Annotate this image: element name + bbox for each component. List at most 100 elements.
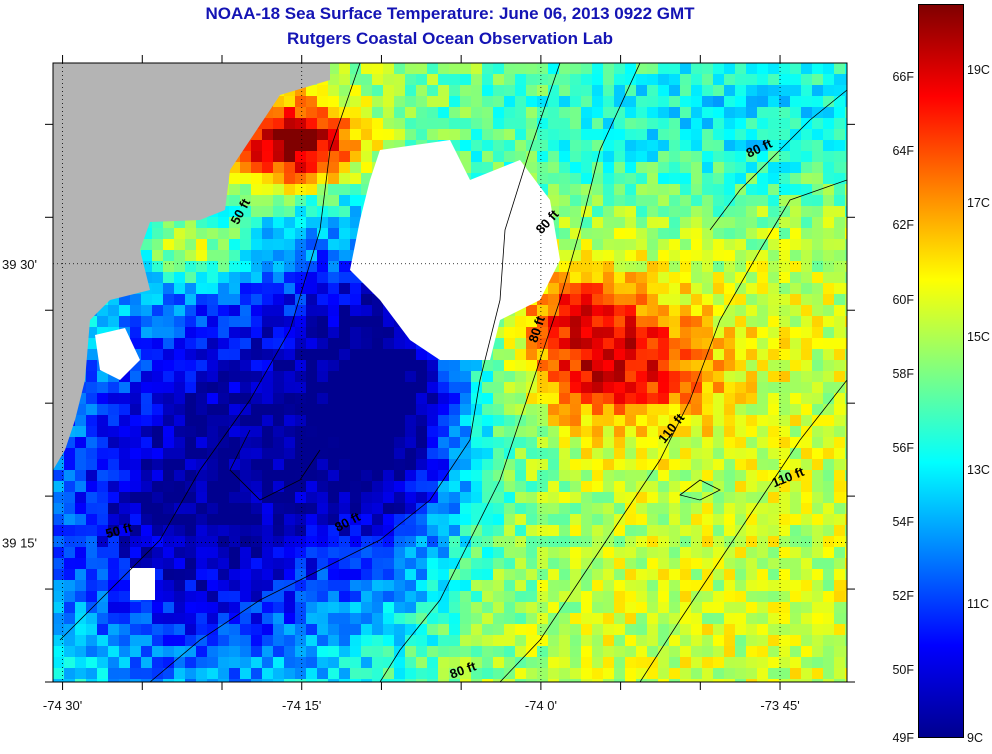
sst-pixel	[779, 294, 791, 306]
sst-pixel	[108, 459, 120, 471]
sst-pixel	[702, 448, 714, 460]
sst-pixel	[284, 151, 296, 163]
sst-pixel	[647, 371, 659, 383]
sst-pixel	[416, 569, 428, 581]
sst-pixel	[570, 283, 582, 295]
sst-pixel	[636, 613, 648, 625]
sst-pixel	[614, 206, 626, 218]
sst-pixel	[218, 547, 230, 559]
sst-pixel	[284, 503, 296, 515]
sst-pixel	[482, 525, 494, 537]
sst-pixel	[559, 305, 571, 317]
sst-pixel	[141, 415, 153, 427]
sst-pixel	[339, 305, 351, 317]
sst-pixel	[273, 591, 285, 603]
sst-pixel	[625, 514, 637, 526]
sst-pixel	[812, 679, 824, 682]
sst-pixel	[625, 503, 637, 515]
sst-pixel	[493, 481, 505, 493]
sst-pixel	[834, 118, 846, 130]
sst-pixel	[306, 602, 318, 614]
sst-pixel	[834, 382, 846, 394]
sst-pixel	[394, 624, 406, 636]
sst-pixel	[339, 525, 351, 537]
sst-pixel	[548, 327, 560, 339]
sst-pixel	[691, 327, 703, 339]
sst-pixel	[691, 624, 703, 636]
sst-pixel	[460, 525, 472, 537]
sst-pixel	[592, 118, 604, 130]
sst-pixel	[350, 426, 362, 438]
sst-pixel	[350, 481, 362, 493]
sst-pixel	[229, 679, 241, 682]
sst-pixel	[262, 569, 274, 581]
sst-pixel	[350, 316, 362, 328]
sst-pixel	[680, 591, 692, 603]
sst-pixel	[493, 360, 505, 372]
sst-pixel	[735, 668, 747, 680]
sst-pixel	[823, 591, 835, 603]
sst-pixel	[207, 415, 219, 427]
sst-pixel	[779, 624, 791, 636]
sst-pixel	[482, 514, 494, 526]
sst-pixel	[801, 184, 813, 196]
sst-pixel	[163, 448, 175, 460]
sst-pixel	[262, 624, 274, 636]
depth-contour	[679, 479, 721, 501]
sst-pixel	[603, 459, 615, 471]
sst-pixel	[152, 294, 164, 306]
sst-pixel	[438, 481, 450, 493]
sst-pixel	[603, 228, 615, 240]
sst-pixel	[471, 162, 483, 174]
sst-pixel	[460, 657, 472, 669]
sst-pixel	[757, 151, 769, 163]
sst-pixel	[482, 569, 494, 581]
sst-pixel	[669, 162, 681, 174]
sst-pixel	[262, 184, 274, 196]
sst-pixel	[669, 426, 681, 438]
sst-pixel	[108, 668, 120, 680]
sst-pixel	[845, 525, 847, 537]
sst-pixel	[548, 360, 560, 372]
sst-pixel	[207, 679, 219, 682]
sst-pixel	[350, 195, 362, 207]
colorbar-f-label: 58F	[892, 366, 914, 381]
sst-pixel	[592, 646, 604, 658]
sst-pixel	[812, 305, 824, 317]
sst-pixel	[845, 393, 847, 405]
sst-pixel	[746, 459, 758, 471]
sst-pixel	[823, 239, 835, 251]
sst-pixel	[471, 558, 483, 570]
sst-pixel	[713, 668, 725, 680]
sst-pixel	[273, 206, 285, 218]
sst-pixel	[427, 613, 439, 625]
sst-pixel	[306, 96, 318, 108]
sst-pixel	[185, 250, 197, 262]
sst-pixel	[823, 635, 835, 647]
sst-pixel	[251, 547, 263, 559]
sst-pixel	[614, 327, 626, 339]
sst-pixel	[768, 514, 780, 526]
sst-pixel	[163, 327, 175, 339]
sst-pixel	[515, 371, 527, 383]
sst-pixel	[680, 602, 692, 614]
sst-pixel	[273, 481, 285, 493]
sst-pixel	[350, 492, 362, 504]
sst-pixel	[647, 569, 659, 581]
sst-pixel	[526, 316, 538, 328]
sst-pixel	[185, 283, 197, 295]
sst-pixel	[746, 415, 758, 427]
sst-pixel	[449, 426, 461, 438]
sst-pixel	[405, 470, 417, 482]
sst-pixel	[163, 525, 175, 537]
sst-pixel	[625, 261, 637, 273]
sst-pixel	[845, 96, 847, 108]
sst-pixel	[350, 74, 362, 86]
sst-pixel	[317, 294, 329, 306]
sst-pixel	[482, 580, 494, 592]
sst-pixel	[53, 481, 65, 493]
sst-pixel	[174, 415, 186, 427]
sst-pixel	[845, 470, 847, 482]
sst-pixel	[724, 261, 736, 273]
sst-pixel	[746, 679, 758, 682]
